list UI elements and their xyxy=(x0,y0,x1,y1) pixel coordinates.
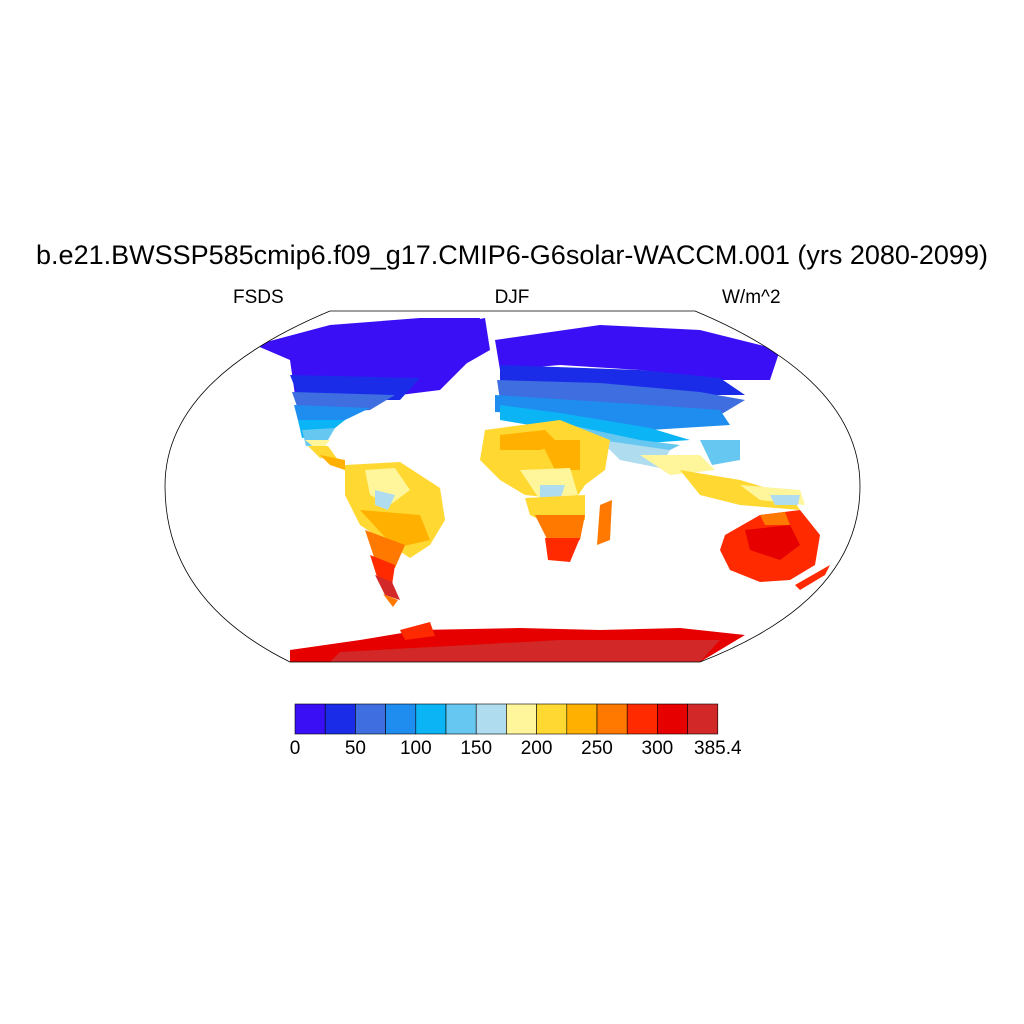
colorbar-swatch xyxy=(657,703,688,735)
colorbar-swatch xyxy=(445,703,477,735)
colorbar-tick-label: 385.4 xyxy=(694,738,742,759)
greenland xyxy=(420,318,490,370)
southeast-asia xyxy=(680,470,805,510)
colorbar-swatch xyxy=(324,703,356,735)
colorbar-tick-label: 0 xyxy=(289,738,301,759)
colorbar-tick-label: 250 xyxy=(581,738,613,759)
colorbar xyxy=(294,703,719,735)
antarctica xyxy=(290,622,745,662)
new-zealand xyxy=(795,565,830,590)
colorbar-tick-label: 50 xyxy=(344,738,366,759)
units-label: W/m^2 xyxy=(722,287,781,308)
australia xyxy=(720,510,820,582)
colorbar-swatch xyxy=(294,703,326,735)
colorbar-swatch xyxy=(385,703,417,735)
africa xyxy=(480,420,612,562)
colorbar-swatch xyxy=(596,703,628,735)
colorbar-tick-label: 200 xyxy=(520,738,553,759)
south-america xyxy=(345,462,445,607)
colorbar-tick-label: 100 xyxy=(399,738,432,759)
map-title: b.e21.BWSSP585cmip6.f09_g17.CMIP6-G6sola… xyxy=(36,240,988,270)
continents xyxy=(255,318,830,662)
colorbar-swatch xyxy=(536,703,568,735)
colorbar-swatch xyxy=(355,703,386,735)
variable-label: FSDS xyxy=(233,287,284,308)
colorbar-swatch xyxy=(475,703,507,735)
eurasia xyxy=(495,325,780,475)
colorbar-swatch xyxy=(415,703,447,735)
colorbar-swatch xyxy=(506,703,537,735)
colorbar-tick-label: 150 xyxy=(460,738,493,759)
projection-outline xyxy=(164,310,861,663)
season-label: DJF xyxy=(494,287,530,308)
colorbar-swatch xyxy=(626,703,658,735)
colorbar-swatch xyxy=(566,703,598,735)
colorbar-swatch xyxy=(687,703,719,735)
colorbar-tick-label: 300 xyxy=(641,738,674,759)
